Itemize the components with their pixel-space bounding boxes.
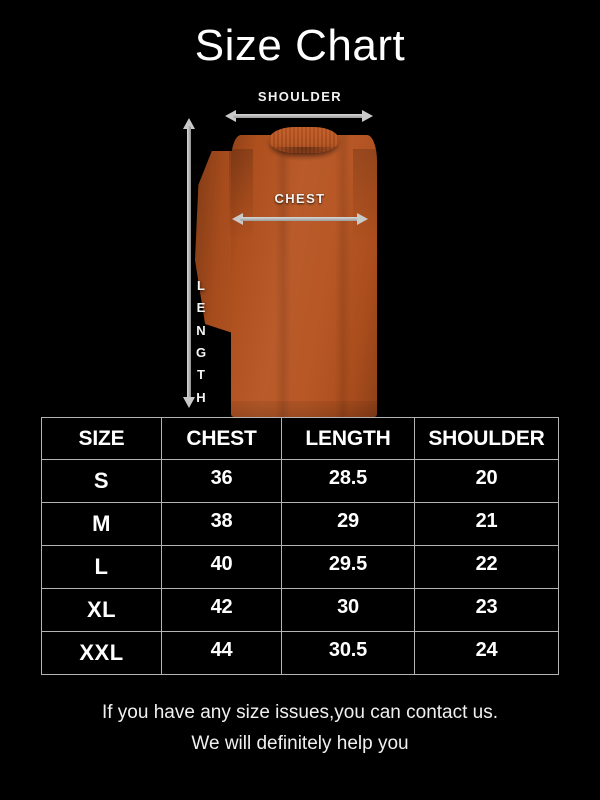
- length-letter: E: [196, 300, 206, 316]
- chest-measurement-label: CHEST: [274, 191, 326, 206]
- footer-note: If you have any size issues,you can cont…: [0, 698, 600, 760]
- table-row: XL 42 30 23: [41, 589, 559, 632]
- tshirt-graphic: [195, 125, 411, 417]
- collar-shadow: [267, 147, 341, 161]
- tshirt-ribbed-collar: [269, 127, 339, 153]
- cell-size: XXL: [41, 632, 162, 675]
- arrow-head-down-icon: [183, 397, 195, 408]
- tshirt-left-shoulder-seam: [229, 149, 253, 241]
- cell-chest: 42: [162, 589, 282, 632]
- arrow-head-up-icon: [183, 118, 195, 129]
- cell-shoulder: 21: [415, 503, 559, 546]
- cell-size: M: [41, 503, 162, 546]
- table-row: S 36 28.5 20: [41, 460, 559, 503]
- column-header-length: LENGTH: [282, 417, 415, 460]
- cell-length: 29.5: [282, 546, 415, 589]
- length-letter: N: [196, 322, 206, 338]
- length-letter: T: [197, 367, 205, 383]
- shoulder-measurement-arrow-icon: [225, 110, 373, 122]
- cell-chest: 44: [162, 632, 282, 675]
- arrow-head-right-icon: [357, 213, 368, 225]
- cell-size: S: [41, 460, 162, 503]
- table-row: XXL 44 30.5 24: [41, 632, 559, 675]
- length-measurement-arrow-icon: [183, 118, 195, 408]
- page-title: Size Chart: [194, 21, 406, 70]
- arrow-head-right-icon: [362, 110, 373, 122]
- cell-length: 29: [282, 503, 415, 546]
- length-measurement-label: L E N G T H: [192, 275, 210, 409]
- arrow-shaft: [240, 217, 360, 221]
- footer-line-2: We will definitely help you: [191, 732, 409, 754]
- length-letter: H: [196, 389, 206, 405]
- arrow-shaft: [233, 114, 365, 118]
- cell-length: 30: [282, 589, 415, 632]
- table-header-row: SIZE CHEST LENGTH SHOULDER: [41, 417, 559, 460]
- column-header-size: SIZE: [41, 417, 162, 460]
- length-letter: G: [195, 345, 207, 361]
- fabric-fold: [275, 135, 291, 417]
- arrow-head-left-icon: [225, 110, 236, 122]
- cell-shoulder: 20: [415, 460, 559, 503]
- size-chart-table: SIZE CHEST LENGTH SHOULDER S 36 28.5 20 …: [41, 417, 559, 675]
- fabric-fold: [335, 135, 351, 417]
- cell-shoulder: 24: [415, 632, 559, 675]
- cell-shoulder: 22: [415, 546, 559, 589]
- arrow-shaft: [187, 126, 191, 400]
- footer-line-1: If you have any size issues,you can cont…: [101, 702, 499, 723]
- shoulder-measurement-label: SHOULDER: [257, 89, 343, 104]
- tshirt-bottom-hem: [231, 401, 377, 417]
- tshirt-body: [231, 135, 377, 417]
- length-letter: L: [197, 278, 205, 293]
- cell-chest: 38: [162, 503, 282, 546]
- cell-shoulder: 23: [415, 589, 559, 632]
- cell-length: 28.5: [282, 460, 415, 503]
- shirt-illustration: SHOULDER CHEST L E N G T H: [0, 85, 600, 417]
- table-row: M 38 29 21: [41, 503, 559, 546]
- tshirt-right-shoulder-seam: [353, 149, 377, 241]
- chest-measurement-arrow-icon: [232, 213, 368, 225]
- cell-size: L: [41, 546, 162, 589]
- table-row: L 40 29.5 22: [41, 546, 559, 589]
- arrow-head-left-icon: [232, 213, 243, 225]
- cell-chest: 36: [162, 460, 282, 503]
- column-header-chest: CHEST: [162, 417, 282, 460]
- cell-chest: 40: [162, 546, 282, 589]
- cell-size: XL: [41, 589, 162, 632]
- column-header-shoulder: SHOULDER: [415, 417, 559, 460]
- cell-length: 30.5: [282, 632, 415, 675]
